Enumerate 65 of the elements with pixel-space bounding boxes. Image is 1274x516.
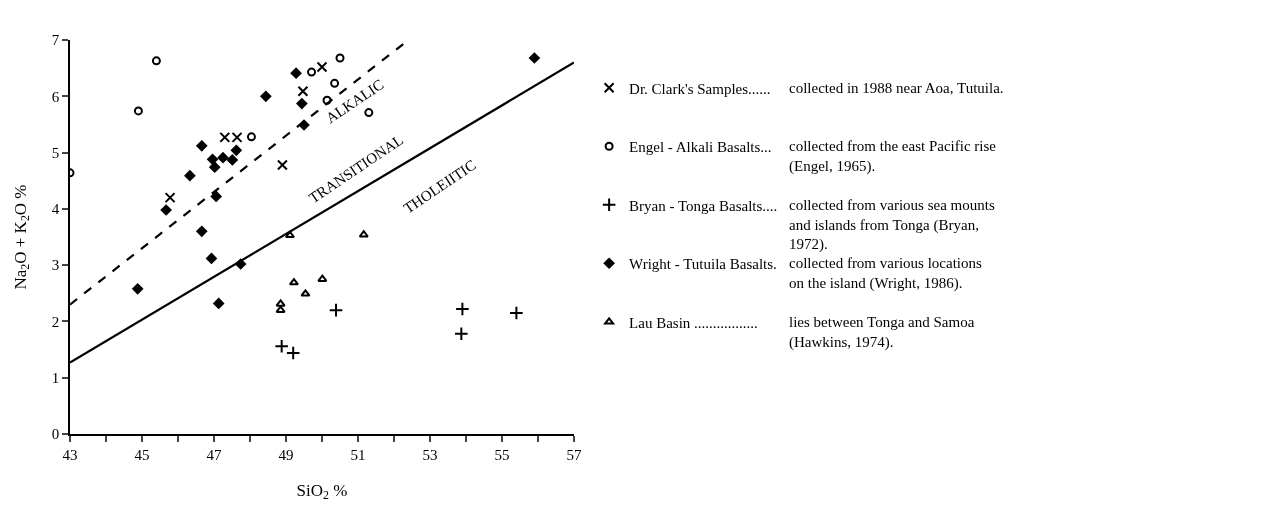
point <box>284 230 295 239</box>
point <box>259 90 272 103</box>
text: collected from various sea mounts and islands from Tonga (Bryan, 1972). <box>789 197 995 253</box>
point <box>509 305 524 321</box>
point <box>274 338 289 354</box>
point <box>290 67 302 80</box>
point <box>217 151 229 164</box>
x-tick-label: 47 <box>206 446 222 463</box>
point <box>285 345 301 361</box>
point <box>205 252 218 265</box>
legend-label: Dr. Clark's Samples...... <box>629 80 771 97</box>
point <box>335 53 345 63</box>
point <box>275 305 286 313</box>
point <box>454 326 469 342</box>
y-tick-label: 7 <box>51 32 60 49</box>
legend-label: Wright - Tutuila Basalts. <box>629 256 777 273</box>
y-tick-label: 5 <box>51 144 60 161</box>
y-tick-label: 4 <box>51 201 60 218</box>
point <box>307 67 317 77</box>
point <box>195 225 208 238</box>
y-tick-label: 1 <box>51 369 60 386</box>
x-tick-label: 45 <box>134 446 150 463</box>
x-tick-label: 57 <box>566 446 582 463</box>
point <box>164 192 176 204</box>
y-tick-label: 3 <box>51 257 60 274</box>
x-tick-label: 49 <box>278 446 294 463</box>
x-tick-label: 43 <box>62 446 78 463</box>
point <box>210 190 223 203</box>
y-tick-label: 6 <box>51 88 60 105</box>
point <box>151 56 161 66</box>
point <box>230 144 243 157</box>
x-axis-title: SiO$_{2}$ % <box>296 480 348 503</box>
point <box>358 230 369 238</box>
point <box>297 85 309 97</box>
point <box>528 52 541 64</box>
point <box>133 106 143 116</box>
y-tick-label: 0 <box>51 426 60 443</box>
point <box>276 159 288 171</box>
point <box>208 161 221 174</box>
point <box>300 289 311 297</box>
x-tick-label: 53 <box>422 446 438 463</box>
legend-label: Engel - Alkali Basalts... <box>629 139 772 156</box>
text: lies between Tonga and Samoa (Hawkins, 1974). <box>789 314 975 351</box>
point <box>206 153 219 166</box>
text: collected from the east Pacific rise (Engel, 1965). <box>789 138 997 175</box>
point <box>184 169 196 182</box>
point <box>195 139 208 152</box>
point <box>328 302 344 318</box>
x-tick-label: 55 <box>494 446 510 463</box>
legend-label: Bryan - Tonga Basalts.... <box>629 197 778 214</box>
point <box>212 297 225 310</box>
text: collected in 1988 near Aoa, Tutuila. <box>789 80 1004 96</box>
point <box>317 274 328 282</box>
point <box>316 61 328 73</box>
point <box>275 299 286 307</box>
point <box>288 278 299 286</box>
x-tick-label: 51 <box>350 446 366 463</box>
point <box>246 132 256 142</box>
point <box>226 154 239 166</box>
point <box>131 282 144 295</box>
y-tick-label: 2 <box>51 313 60 330</box>
legend-label: Lau Basin ................. <box>629 314 758 331</box>
text: collected from various locations on the island (Wright, 1986). <box>789 255 983 292</box>
point <box>295 97 308 110</box>
point <box>455 301 470 317</box>
